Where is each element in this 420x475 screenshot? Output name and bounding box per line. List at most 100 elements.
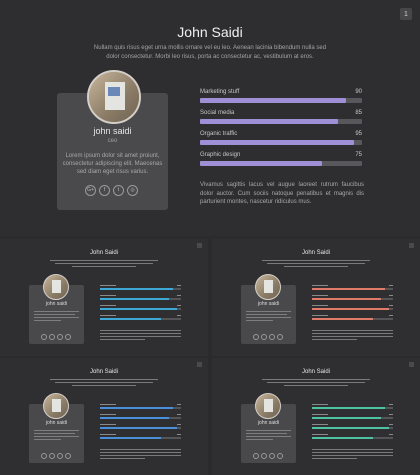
thumb-skill [100,304,181,310]
thumb-bio [246,311,291,323]
thumbnail-slide-3[interactable]: John Saidi john saidi [0,358,208,475]
skill-bar [200,119,362,124]
thumb-skill-fill [100,298,169,300]
skill-item: Graphic design 75 [200,152,362,166]
thumb-skill-fill [312,298,381,300]
thumb-page-number [409,243,414,248]
thumb-skill-fill [312,437,373,439]
thumb-bio [34,430,79,442]
skill-bar [200,140,362,145]
thumb-page-number [197,362,202,367]
thumb-skills [100,284,181,324]
thumb-page-number [409,362,414,367]
main-slide[interactable]: 1 John Saidi Nullam quis risus eget urna… [0,0,420,236]
instagram-icon[interactable]: ◎ [127,185,138,196]
thumb-skill [312,423,393,429]
thumb-outro [100,330,181,342]
skill-label: Marketing stuff [200,89,240,95]
thumb-intro [50,379,158,386]
thumbnail-slide-4[interactable]: John Saidi john saidi [212,358,420,475]
skill-item: Social media 85 [200,110,362,124]
skill-label: Graphic design [200,152,241,158]
thumb-skill [312,413,393,419]
profile-role: ceo [107,138,118,144]
thumb-name: john saidi [45,420,68,426]
thumb-skill [312,294,393,300]
thumb-avatar [255,393,281,419]
thumb-skill-fill [312,308,389,310]
thumbnail-slide-2[interactable]: John Saidi john saidi [212,239,420,356]
thumb-title: John Saidi [89,369,119,375]
thumb-intro [50,260,158,267]
thumb-intro [262,379,370,386]
intro-text: Nullam quis risus eget urna mollis ornar… [93,45,327,60]
thumb-skill-fill [100,318,161,320]
thumb-skill [100,413,181,419]
thumb-skill [100,294,181,300]
thumb-skill-fill [312,417,381,419]
thumb-skill [312,433,393,439]
facebook-icon[interactable]: f [99,185,110,196]
skill-value: 95 [355,131,362,137]
thumb-skill-fill [312,318,373,320]
thumb-skill-fill [312,427,389,429]
thumb-bio [34,311,79,323]
google-plus-icon[interactable]: G+ [85,185,96,196]
thumb-skill-fill [100,417,169,419]
thumb-skill-fill [312,288,385,290]
skill-bar [200,161,362,166]
thumb-socials [253,334,283,340]
thumb-intro [262,260,370,267]
thumb-skill [312,304,393,310]
thumbnail-slide-1[interactable]: John Saidi john saidi [0,239,208,356]
thumb-skill-fill [100,427,177,429]
thumb-skill [100,314,181,320]
thumb-skills [100,403,181,443]
thumb-title: John Saidi [301,369,331,375]
skill-label: Social media [200,110,235,116]
thumb-socials [253,453,283,459]
thumb-skill [100,423,181,429]
twitter-icon[interactable]: t [113,185,124,196]
thumb-skill-fill [100,308,177,310]
thumb-bio [246,430,291,442]
skills-list: Marketing stuff 90 Social media 85 Organic… [200,89,362,173]
thumb-skills [312,284,393,324]
thumb-skill [312,403,393,409]
slide-title: John Saidi [177,24,243,40]
skill-bar-fill [200,140,354,145]
avatar [87,70,141,124]
skill-item: Organic traffic 95 [200,131,362,145]
thumb-skill [100,284,181,290]
thumb-skills [312,403,393,443]
thumb-outro [312,330,393,342]
thumb-skill-fill [100,437,161,439]
thumb-skill [100,403,181,409]
thumb-skill-fill [100,407,173,409]
thumb-avatar [43,393,69,419]
thumb-avatar [255,274,281,300]
profile-name: john saidi [93,126,132,136]
thumb-socials [41,334,71,340]
skill-item: Marketing stuff 90 [200,89,362,103]
skill-bar-fill [200,98,346,103]
thumb-skill [312,284,393,290]
thumb-title: John Saidi [89,250,119,256]
thumb-name: john saidi [257,301,280,307]
thumb-avatar [43,274,69,300]
thumb-name: john saidi [45,301,68,307]
skill-value: 85 [355,110,362,116]
thumb-title: John Saidi [301,250,331,256]
thumb-skill-fill [100,288,173,290]
thumb-outro [312,449,393,461]
thumb-outro [100,449,181,461]
skill-label: Organic traffic [200,131,238,137]
skill-bar [200,98,362,103]
thumb-skill-fill [312,407,385,409]
thumb-page-number [197,243,202,248]
thumb-socials [41,453,71,459]
skill-bar-fill [200,119,338,124]
thumb-name: john saidi [257,420,280,426]
skill-bar-fill [200,161,322,166]
page-number: 1 [400,8,412,20]
